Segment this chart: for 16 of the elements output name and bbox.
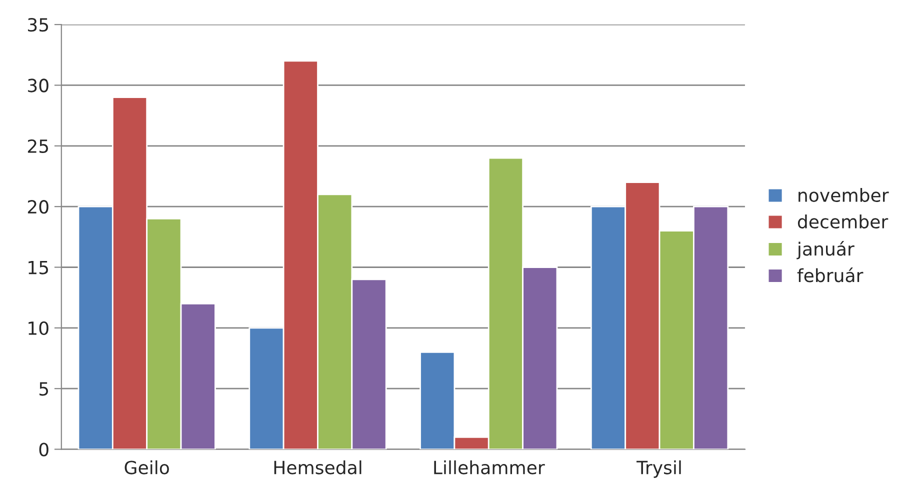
x-tick-label: Trysil	[636, 460, 681, 478]
x-tick-label: Hemsedal	[274, 460, 362, 474]
y-tick-label: 10	[28, 321, 48, 336]
y-tick-label: 20	[28, 200, 48, 214]
y-tick-label: 5	[40, 382, 48, 396]
x-tick-label: Lillehammer	[434, 460, 545, 474]
legend-label: január	[796, 241, 854, 260]
y-tick-label: 30	[28, 78, 48, 92]
y-tick-label: 15	[28, 260, 48, 274]
y-tick-label: 35	[28, 18, 48, 32]
y-tick-label: 25	[28, 139, 48, 154]
y-tick-label: 0	[39, 442, 48, 456]
legend-label: november	[798, 188, 889, 202]
x-tick-label: Geilo	[124, 460, 169, 474]
legend-label: december	[798, 214, 888, 229]
legend-label: február	[797, 268, 864, 282]
